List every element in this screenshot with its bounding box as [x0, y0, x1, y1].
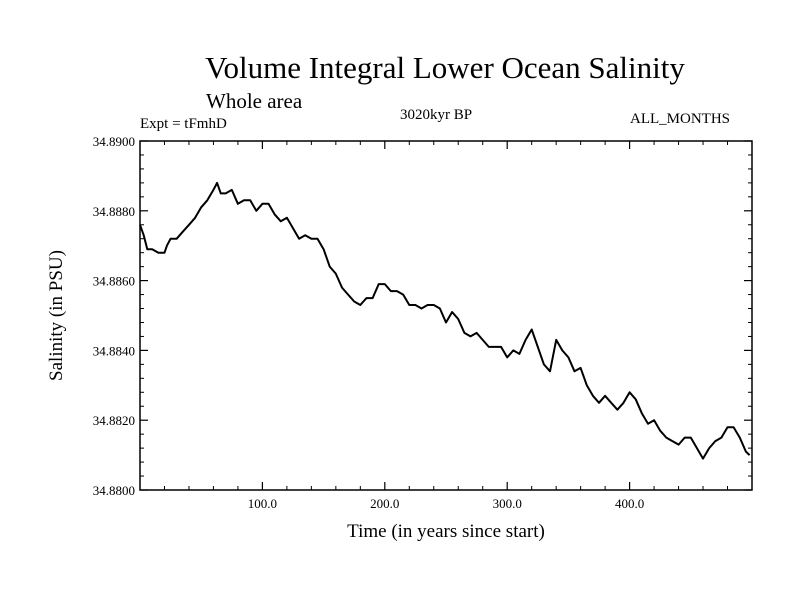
x-tick-label: 300.0: [493, 496, 522, 511]
chart-title: Volume Integral Lower Ocean Salinity: [205, 50, 685, 85]
salinity-series-line: [139, 181, 751, 460]
y-tick-label: 34.8880: [93, 204, 135, 219]
y-tick-label: 34.8800: [93, 483, 135, 498]
chart-subtitle: Whole area: [206, 89, 303, 113]
y-tick-label: 34.8900: [93, 134, 135, 149]
y-tick-label: 34.8860: [93, 274, 135, 289]
x-tick-label: 400.0: [615, 496, 644, 511]
y-tick-label: 34.8820: [93, 413, 135, 428]
x-axis-label: Time (in years since start): [347, 521, 545, 542]
experiment-label: Expt = tFmhD: [140, 116, 227, 132]
x-tick-label: 200.0: [370, 496, 399, 511]
x-tick-label: 100.0: [248, 496, 277, 511]
plot-frame: [139, 140, 753, 491]
period-label: 3020kyr BP: [400, 107, 473, 123]
y-tick-label: 34.8840: [93, 343, 135, 358]
y-axis-label: Salinity (in PSU): [46, 250, 67, 381]
months-label: ALL_MONTHS: [630, 111, 730, 127]
